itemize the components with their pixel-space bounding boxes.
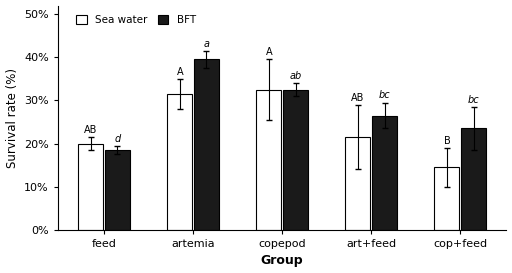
Bar <box>283 90 308 230</box>
Text: a: a <box>203 39 209 49</box>
Y-axis label: Survival rate (%): Survival rate (%) <box>6 68 18 168</box>
Bar <box>461 129 486 230</box>
Text: d: d <box>114 133 121 144</box>
Bar <box>167 94 192 230</box>
Text: ab: ab <box>289 71 302 81</box>
Bar <box>346 137 370 230</box>
Text: bc: bc <box>468 95 479 105</box>
X-axis label: Group: Group <box>261 254 304 268</box>
Text: A: A <box>177 67 183 77</box>
Bar <box>434 167 459 230</box>
Bar <box>105 150 130 230</box>
Text: AB: AB <box>84 125 97 135</box>
Text: bc: bc <box>379 90 390 100</box>
Text: B: B <box>443 136 450 146</box>
Text: AB: AB <box>351 93 365 103</box>
Bar <box>194 60 219 230</box>
Bar <box>78 144 103 230</box>
Legend: Sea water, BFT: Sea water, BFT <box>72 11 200 29</box>
Text: A: A <box>266 47 272 57</box>
Bar <box>372 115 397 230</box>
Bar <box>257 90 281 230</box>
